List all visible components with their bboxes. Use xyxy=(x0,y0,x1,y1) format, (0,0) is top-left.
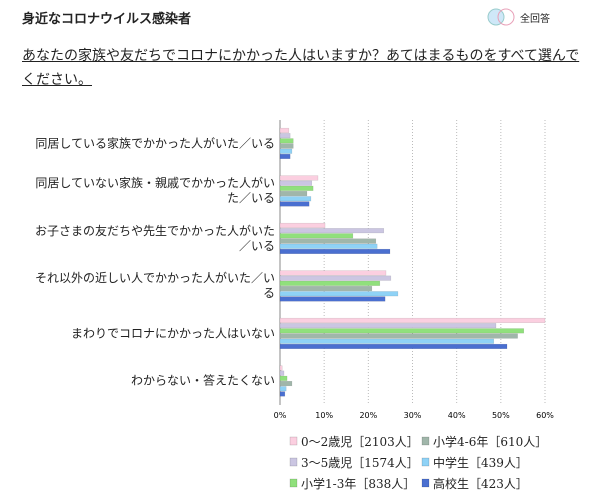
bar xyxy=(279,323,497,329)
legend-swatch xyxy=(289,457,298,467)
bar xyxy=(279,243,378,249)
category-label: お子さまの友だちや先生でかかった人がいた／いる xyxy=(35,223,276,253)
bar xyxy=(279,222,326,228)
bar xyxy=(279,270,387,276)
badge: 全回答 xyxy=(520,14,550,25)
x-tick-label: 30% xyxy=(404,411,422,420)
bar xyxy=(279,143,294,149)
bar xyxy=(279,201,310,207)
bar xyxy=(279,238,377,244)
category-label: まわりでコロナにかかった人はいない xyxy=(70,326,275,341)
x-tick-label: 20% xyxy=(359,411,377,420)
legend-swatch xyxy=(421,436,430,446)
legend-label: 3～5歳児［1574人］ xyxy=(301,456,419,470)
legend-label: 0～2歳児［2103人］ xyxy=(301,435,419,449)
bar xyxy=(279,127,290,133)
legend-swatch xyxy=(289,478,298,488)
legend-swatch xyxy=(421,457,430,467)
bar xyxy=(279,375,288,381)
x-tick-label: 0% xyxy=(274,411,287,420)
bar xyxy=(279,365,283,371)
bar xyxy=(279,153,291,159)
bar xyxy=(279,296,386,302)
bar xyxy=(279,343,508,349)
bar xyxy=(279,370,285,376)
bar xyxy=(279,333,518,339)
legend-label: 中学生［439人］ xyxy=(433,456,528,470)
bar xyxy=(279,191,308,197)
x-tick-label: 40% xyxy=(448,411,466,420)
bar xyxy=(279,317,546,323)
bar xyxy=(279,391,286,397)
category-label: わからない・答えたくない xyxy=(130,373,275,388)
bar xyxy=(279,275,392,281)
bar xyxy=(279,138,294,144)
bar xyxy=(279,338,495,344)
category-label: 同居している家族でかかった人がいた／いる xyxy=(35,136,275,151)
legend-swatch xyxy=(421,478,430,488)
legend-label: 高校生［423人］ xyxy=(433,477,528,491)
bar xyxy=(279,286,373,292)
bar xyxy=(279,233,354,239)
title: 身近なコロナウイルス感染者 xyxy=(22,12,192,27)
bar xyxy=(279,185,314,191)
bar xyxy=(279,228,385,234)
bar xyxy=(279,248,391,254)
bar xyxy=(279,133,291,139)
question: あなたの家族や友だちでコロナにかかった人はいますか？あてはまるものをすべて選んで… xyxy=(22,48,580,88)
legend-label: 小学1-3年［838人］ xyxy=(301,477,416,491)
bar xyxy=(279,386,287,392)
venn-icon xyxy=(487,8,505,26)
legend-swatch xyxy=(289,436,298,446)
x-tick-label: 60% xyxy=(536,411,554,420)
bar xyxy=(279,148,293,154)
bar xyxy=(279,328,525,334)
x-tick-label: 10% xyxy=(315,411,333,420)
bar xyxy=(279,280,381,286)
x-tick-label: 50% xyxy=(492,411,510,420)
venn-icon xyxy=(497,8,515,26)
category-label: それ以外の近しい人でかかった人がいた／いる xyxy=(35,271,276,301)
bar xyxy=(279,180,313,186)
category-label: 同居していない家族・親戚でかかった人がいた／いる xyxy=(35,176,275,206)
bar xyxy=(279,175,319,181)
bar xyxy=(279,381,293,387)
legend-label: 小学4-6年［610人］ xyxy=(433,435,548,449)
bar xyxy=(279,291,399,297)
bar xyxy=(279,196,312,202)
